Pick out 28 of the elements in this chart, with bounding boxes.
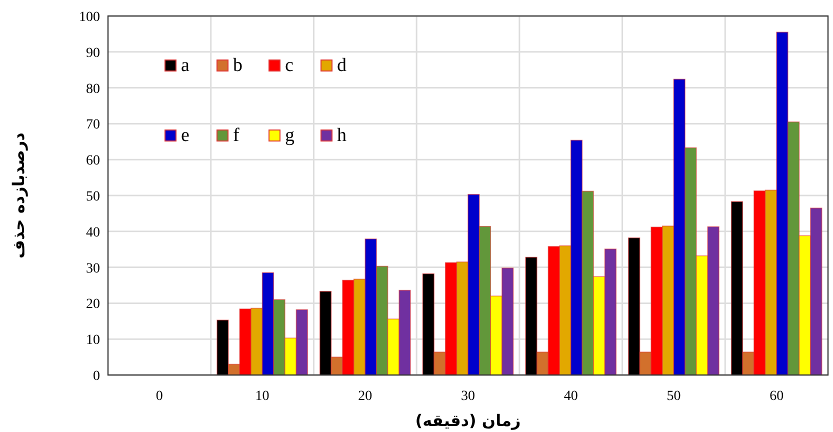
y-axis-title: درصدبازده حذف [9, 132, 28, 258]
y-tick-label: 90 [86, 46, 100, 61]
y-tick-label: 0 [93, 369, 100, 384]
legend-label: c [285, 55, 294, 76]
legend-label: f [233, 125, 240, 146]
y-tick-label: 70 [86, 118, 100, 133]
x-tick-label: 50 [666, 389, 681, 404]
x-tick-label: 30 [461, 389, 475, 404]
y-tick-label: 30 [86, 261, 100, 276]
y-tick-label: 40 [86, 225, 100, 240]
x-axis-title: زمان (دقیقه) [415, 411, 521, 430]
x-tick-label: 20 [358, 389, 372, 404]
y-tick-label: 20 [86, 297, 100, 312]
x-tick-label: 40 [564, 389, 578, 404]
x-tick-label: 0 [156, 389, 163, 404]
legend-label: h [337, 125, 347, 146]
legend-label: b [233, 55, 242, 76]
legend-label: d [337, 55, 347, 76]
y-tick-label: 100 [79, 10, 100, 25]
legend-label: a [181, 55, 190, 76]
y-tick-label: 60 [86, 154, 100, 169]
legend-label: e [181, 125, 190, 146]
y-tick-label: 50 [86, 190, 100, 204]
y-tick-label: 10 [86, 333, 100, 348]
x-tick-label: 60 [770, 389, 784, 404]
y-tick-label: 80 [86, 82, 100, 97]
legend-label: g [285, 125, 295, 146]
x-tick-label: 10 [255, 389, 270, 404]
